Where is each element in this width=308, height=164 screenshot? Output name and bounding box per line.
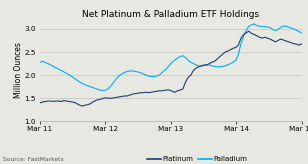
Legend: Platinum, Palladium: Platinum, Palladium [144,153,250,164]
Title: Net Platinum & Palladium ETF Holdings: Net Platinum & Palladium ETF Holdings [82,10,260,19]
Y-axis label: Million Ounces: Million Ounces [14,43,23,98]
Text: Source: FastMarkets: Source: FastMarkets [3,157,64,162]
